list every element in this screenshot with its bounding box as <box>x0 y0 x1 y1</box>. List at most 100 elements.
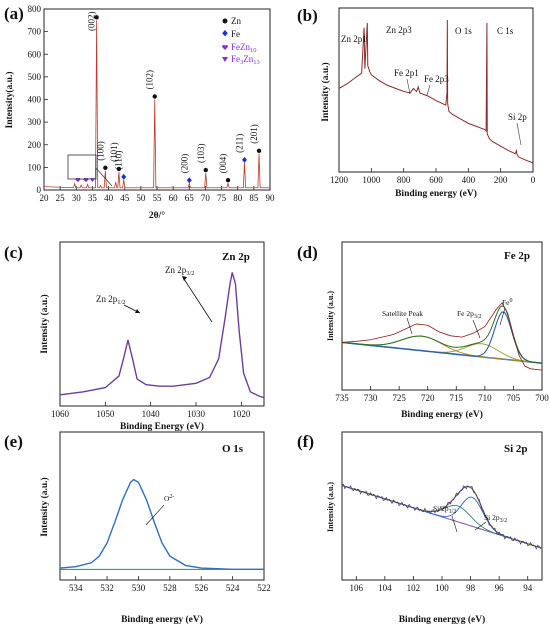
x-tick-label: 700 <box>535 393 549 403</box>
peak-index-label: (102) <box>145 70 155 90</box>
panel-b-fe2p3-label: Fe 2p3 <box>424 74 449 84</box>
panel-c-xlabel: Binding Energy (eV) <box>120 421 204 432</box>
panel-e-o1s-curve <box>59 478 264 571</box>
panel-c-title: Zn 2p <box>222 251 250 263</box>
x-tick-label: 90 <box>266 193 276 203</box>
x-tick-label: 720 <box>421 393 435 403</box>
zn-peak-marker <box>94 15 99 20</box>
x-tick-label: 1040 <box>142 409 161 419</box>
panel-f-xlabel: Binding energyg (eV) <box>399 614 486 625</box>
x-tick-label: 800 <box>397 175 411 185</box>
x-tick-label: 106 <box>350 583 364 593</box>
x-tick-label: 532 <box>100 583 114 593</box>
peak-index-label: (002) <box>87 12 97 32</box>
panel-f-x-ticks: 106 104 102 100 98 96 94 <box>350 576 533 593</box>
fe-peak-marker <box>121 173 127 180</box>
x-tick-label: 50 <box>136 193 146 203</box>
panel-a-xrd-curve <box>43 20 270 189</box>
legend-fe-label: Fe <box>231 29 240 39</box>
panel-e-frame <box>59 431 265 581</box>
panel-d-satellite-label: Satellite Peak <box>382 309 423 318</box>
y-tick-label: 800 <box>28 4 42 14</box>
panel-f-ylabel: Intensity (a.u.) <box>326 482 335 532</box>
fezn10-peak-marker <box>75 177 81 183</box>
x-tick-label: 55 <box>153 193 163 203</box>
panel-c-zn2p32-arrowhead <box>182 276 187 281</box>
peak-index-label: (004) <box>218 154 228 174</box>
fezn10-peak-marker <box>83 177 89 183</box>
legend-fezn10-label: FeZn10 <box>231 42 257 54</box>
fe-peak-marker <box>241 156 247 163</box>
peak-index-label: (110) <box>114 151 124 170</box>
x-tick-label: 1200 <box>330 175 349 185</box>
panel-d-x-ticks: 735 730 725 720 715 710 705 700 <box>335 386 549 403</box>
panel-b-survey-curve <box>338 19 534 164</box>
x-tick-label: 530 <box>132 583 146 593</box>
fe-peak-marker <box>186 177 192 184</box>
peak-index-label: (201) <box>249 124 259 144</box>
panel-c-x-ticks: 1060 1050 1040 1030 1020 <box>51 402 251 419</box>
panel-c-frame <box>59 241 265 407</box>
zn-peak-marker <box>152 94 157 99</box>
x-tick-label: 80 <box>233 193 243 203</box>
panel-b-label: (b) <box>297 6 318 25</box>
panel-d-experimental-curve <box>341 302 543 371</box>
panel-a-xrd: (a) 20 25 30 35 40 45 50 55 60 65 70 75 80 85 90 0 100 2… <box>4 4 275 221</box>
x-tick-label: 730 <box>364 393 378 403</box>
panel-e-o2-label: O2- <box>164 494 174 503</box>
panel-d-satellite-leader <box>406 317 413 335</box>
panel-e-o1s: (e) O 1s 534 532 530 528 526 524 522 Binding e… <box>4 431 271 625</box>
peak-index-label: (211) <box>234 134 244 153</box>
legend-fe-marker <box>222 30 228 37</box>
panel-f-si2p: (f) Si 2p 106 104 102 100 98 96 94 Binding ene… <box>297 431 543 625</box>
panel-a-x-ticks: 20 25 30 35 40 45 50 55 60 65 70 75 80 85 90 <box>40 186 276 203</box>
peak-index-label: (200) <box>179 154 189 174</box>
panel-f-si2p32-leader <box>474 521 487 531</box>
panel-b-ylabel: Intensity (a.u.) <box>320 62 331 121</box>
zn-peak-marker <box>103 165 108 170</box>
panel-d-title: Fe 2p <box>504 250 530 262</box>
zn-peak-marker <box>256 148 262 153</box>
legend-fezn10-marker <box>221 44 229 50</box>
x-tick-label: 1000 <box>362 175 381 185</box>
x-tick-label: 1020 <box>232 409 251 419</box>
x-tick-label: 0 <box>531 175 536 185</box>
panel-a-legend: Zn Fe FeZn10 Fe3Zn13 <box>221 16 260 66</box>
panel-d-satellite-curve <box>341 335 543 364</box>
panel-b-si2p-label: Si 2p <box>508 112 527 122</box>
x-tick-label: 65 <box>185 193 195 203</box>
x-tick-label: 715 <box>450 393 464 403</box>
x-tick-label: 522 <box>257 583 271 593</box>
panel-b-zn2p3-label: Zn 2p3 <box>386 25 412 35</box>
x-tick-label: 25 <box>56 193 66 203</box>
panel-f-experimental-curve <box>341 483 543 550</box>
panel-b-c1s-label: C 1s <box>497 26 514 36</box>
legend-zn-label: Zn <box>231 16 241 26</box>
x-tick-label: 98 <box>466 583 476 593</box>
panel-d-frame <box>341 241 543 391</box>
peak-index-label: (101) <box>109 142 119 162</box>
panel-f-si2p12-leader <box>451 515 458 533</box>
panel-d-fe2p32-leader <box>472 319 481 339</box>
x-tick-label: 400 <box>462 175 476 185</box>
x-tick-label: 40 <box>104 193 114 203</box>
panel-d-ylabel: Intensity (a.u.) <box>326 291 335 341</box>
panel-e-x-ticks: 534 532 530 528 526 524 522 <box>69 576 271 593</box>
panel-e-xlabel: Binding energy (eV) <box>121 614 203 625</box>
panel-b-fe2p1-leader <box>406 78 411 95</box>
panel-b-x-ticks: 1200 1000 800 600 400 200 0 <box>330 168 536 185</box>
x-tick-label: 528 <box>163 583 177 593</box>
panel-d-label: (d) <box>297 243 318 262</box>
panel-e-ylabel: Intensity (a.u.) <box>39 477 50 536</box>
panel-f-title: Si 2p <box>504 443 528 455</box>
peak-index-label: (100) <box>95 141 105 161</box>
panel-b-xlabel: Binding energy (eV) <box>395 188 477 199</box>
panel-c-ylabel: Intensity (a.u.) <box>39 294 50 353</box>
panel-c-zn2p: (c) Zn 2p 1060 1050 1040 1030 1020 Binding E… <box>4 241 265 432</box>
y-tick-label: 100 <box>28 162 42 172</box>
x-tick-label: 100 <box>435 583 449 593</box>
x-tick-label: 1030 <box>187 409 206 419</box>
x-tick-label: 94 <box>523 583 533 593</box>
panel-c-label: (c) <box>4 243 23 262</box>
x-tick-label: 705 <box>507 393 521 403</box>
